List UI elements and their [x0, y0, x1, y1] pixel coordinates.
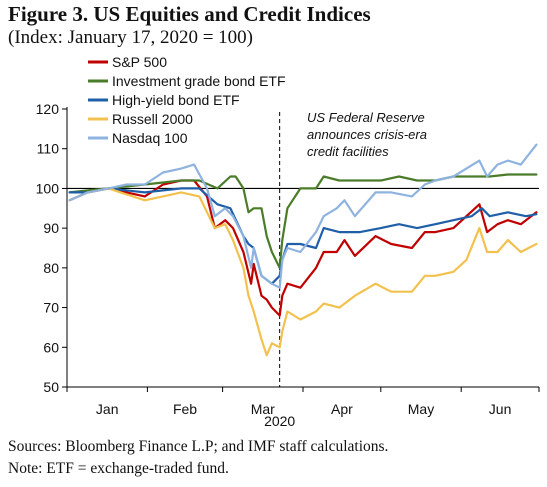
y-tick-label: 50 [43, 379, 59, 395]
y-tick-label: 100 [36, 180, 60, 196]
x-tick-label: Apr [331, 401, 353, 417]
y-tick-label: 90 [43, 220, 59, 236]
series-line-russell-2000 [68, 187, 538, 357]
x-tick-label: Mar [251, 401, 275, 417]
series-line-high-yield-bond-etf [68, 187, 538, 285]
sources-note: Sources: Bloomberg Finance L.P; and IMF … [8, 438, 389, 455]
legend-label-high-yield-bond-etf: High-yield bond ETF [112, 92, 240, 108]
figure-subtitle: (Index: January 17, 2020 = 100) [8, 27, 253, 48]
annotation-text: credit facilities [307, 144, 389, 159]
y-tick-label: 70 [43, 300, 59, 316]
x-tick-label: Jan [96, 401, 119, 417]
legend-label-nasdaq-100: Nasdaq 100 [112, 130, 188, 146]
year-label: 2020 [264, 413, 295, 429]
legend-label-s-p-500: S&P 500 [112, 54, 167, 70]
figure-title: Figure 3. US Equities and Credit Indices [8, 2, 371, 26]
series-line-nasdaq-100 [68, 143, 538, 289]
annotation-text: announces crisis-era [307, 127, 427, 142]
annotation-text: US Federal Reserve [307, 110, 425, 125]
legend-label-russell-2000: Russell 2000 [112, 111, 193, 127]
y-tick-label: 110 [37, 141, 60, 157]
y-tick-label: 60 [43, 339, 59, 355]
y-tick-label: 120 [36, 101, 60, 117]
x-tick-label: Jun [489, 401, 512, 417]
y-tick-label: 80 [43, 260, 59, 276]
etf-note: Note: ETF = exchange-traded fund. [8, 460, 229, 477]
x-tick-label: May [408, 401, 434, 417]
legend-label-investment-grade-bond-etf: Investment grade bond ETF [112, 73, 286, 89]
x-tick-label: Feb [173, 401, 197, 417]
